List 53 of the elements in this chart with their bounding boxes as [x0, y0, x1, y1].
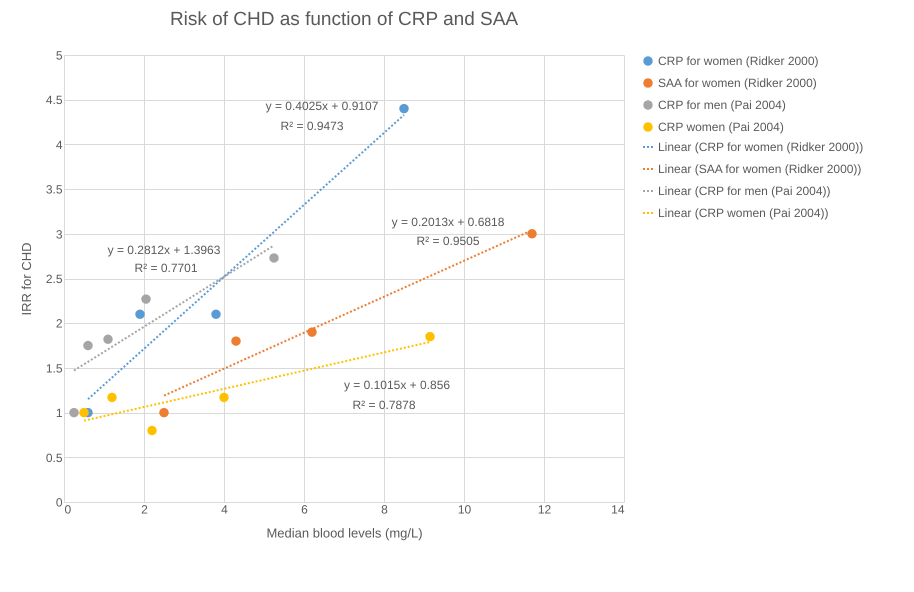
- legend-label: CRP for men (Pai 2004): [658, 98, 786, 112]
- x-tick-label: 8: [381, 502, 388, 516]
- point: [103, 334, 113, 344]
- chart-title: Risk of CHD as function of CRP and SAA: [170, 9, 518, 30]
- annotation: R² = 0.9473: [280, 119, 344, 133]
- point: [83, 340, 93, 350]
- annotation: R² = 0.7878: [352, 398, 416, 412]
- y-tick-label: 5: [56, 48, 63, 62]
- y-axis-title: IRR for CHD: [18, 242, 34, 316]
- point: [159, 408, 169, 418]
- annotation: y = 0.2812x + 1.3963: [108, 243, 221, 257]
- y-tick-label: 2.5: [46, 272, 63, 286]
- point: [399, 104, 409, 114]
- point: [147, 426, 157, 436]
- point: [269, 253, 279, 263]
- point: [69, 408, 79, 418]
- legend-label: CRP women (Pai 2004): [658, 120, 784, 134]
- point: [79, 408, 89, 418]
- legend-label: Linear (SAA for women (Ridker 2000)): [658, 162, 862, 176]
- legend-label: Linear (CRP women (Pai 2004)): [658, 206, 829, 220]
- annotation: R² = 0.9505: [416, 234, 480, 248]
- legend-label: CRP for women (Ridker 2000): [658, 54, 819, 68]
- annotation: y = 0.2013x + 0.6818: [392, 215, 505, 229]
- x-tick-label: 6: [301, 502, 308, 516]
- x-tick-label: 2: [141, 502, 148, 516]
- y-tick-label: 3: [56, 227, 63, 242]
- legend-label: SAA for women (Ridker 2000): [658, 76, 817, 90]
- y-tick-label: 4.5: [46, 93, 63, 108]
- annotation: y = 0.1015x + 0.856: [344, 378, 450, 392]
- x-tick-label: 12: [538, 502, 552, 516]
- x-tick-label: 4: [221, 502, 228, 516]
- point: [527, 229, 537, 239]
- y-tick-label: 1.5: [46, 361, 63, 376]
- x-tick-label: 14: [611, 502, 625, 516]
- point: [107, 392, 117, 402]
- point: [135, 310, 145, 319]
- x-axis-title: Median blood levels (mg/L): [266, 526, 423, 540]
- point: [211, 310, 221, 319]
- x-tick-label: 0: [64, 502, 72, 516]
- annotation: y = 0.4025x + 0.9107: [266, 99, 379, 113]
- y-tick-label: 0.5: [46, 450, 63, 465]
- point: [231, 336, 241, 346]
- point: [141, 294, 151, 304]
- point: [425, 332, 435, 342]
- y-tick-label: 3.5: [46, 182, 63, 197]
- legend-label: Linear (CRP for men (Pai 2004)): [658, 184, 831, 198]
- legend-label: Linear (CRP for women (Ridker 2000)): [658, 140, 864, 154]
- annotation: R² = 0.7701: [134, 261, 198, 275]
- x-tick-label: 10: [458, 502, 472, 516]
- y-tick-label: 2: [56, 316, 63, 331]
- y-tick-label: 4: [56, 138, 63, 152]
- point: [219, 392, 229, 402]
- y-tick-label: 1: [56, 406, 63, 420]
